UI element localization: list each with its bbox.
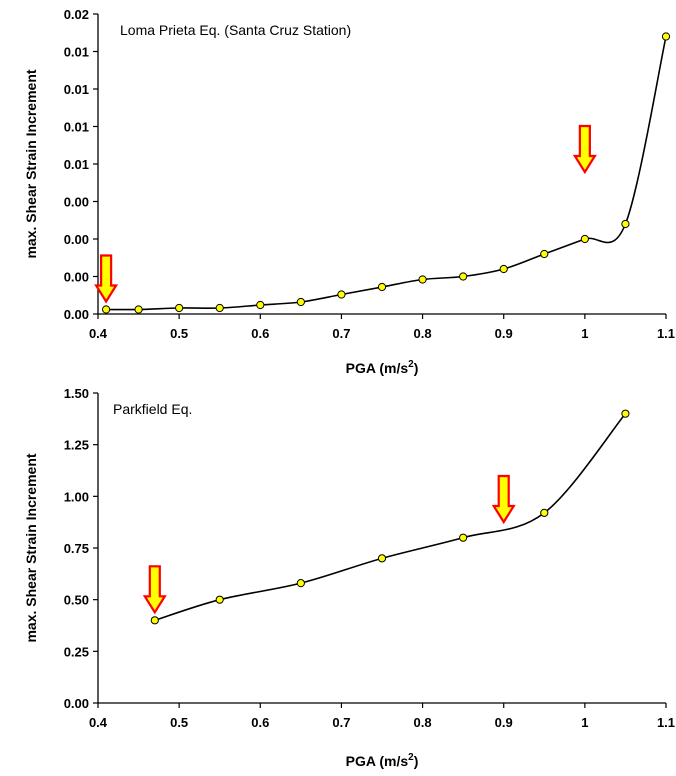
y-tick-label: 0.25	[64, 644, 89, 659]
y-tick-label: 0.00	[64, 232, 89, 247]
x-tick-label: 1.1	[657, 326, 675, 341]
x-tick-label: 0.5	[170, 715, 188, 730]
data-point	[580, 234, 589, 244]
data-point	[377, 554, 387, 563]
y-tick-label: 1.25	[64, 438, 89, 453]
series-line	[154, 413, 627, 622]
x-tick-label: 0.7	[332, 326, 350, 341]
chart-2: 0.00 0.25 0.50 0.75 1.00 1.25 1.50 0.4 0.5 0.6 0.7…	[23, 386, 675, 769]
y-axis-title: max. Shear Strain Increment	[23, 453, 39, 642]
data-point	[418, 275, 427, 284]
y-tick-label: 0.01	[64, 120, 89, 135]
down-arrow-icon	[491, 474, 516, 525]
x-tick-label: 1	[581, 326, 588, 341]
data-point	[661, 32, 671, 41]
x-tick-label: 0.8	[414, 715, 432, 730]
data-point	[102, 305, 111, 314]
data-point	[377, 282, 387, 292]
y-tick-label: 0.50	[64, 593, 89, 608]
data-point	[296, 297, 305, 307]
x-tick-label: 0.9	[495, 715, 513, 730]
data-point	[337, 290, 346, 299]
down-arrow-icon	[142, 565, 167, 615]
y-tick-label: 0.01	[64, 82, 89, 97]
x-axis-title: PGA (m/s2)	[346, 359, 419, 376]
data-point	[459, 533, 468, 542]
y-tick-label: 0.00	[64, 307, 89, 322]
data-point	[175, 303, 184, 313]
data-point	[215, 595, 224, 604]
x-tick-label: 0.6	[251, 715, 269, 730]
x-tick-label: 0.4	[89, 326, 108, 341]
y-tick-label: 0.02	[64, 7, 89, 22]
data-point	[459, 272, 468, 281]
series-line	[106, 36, 667, 311]
data-point	[134, 305, 143, 314]
y-tick-label: 0.00	[64, 696, 89, 711]
data-point	[150, 616, 159, 625]
data-point	[296, 579, 305, 588]
data-point	[540, 249, 549, 259]
y-tick-label: 1.50	[64, 386, 89, 401]
y-tick-label: 0.01	[64, 45, 89, 60]
x-axis-title: PGA (m/s2)	[346, 752, 419, 769]
x-tick-label: 0.7	[332, 715, 350, 730]
chart-1: 0.00 0.00 0.00 0.00 0.01 0.01 0.01 0.01 0.02 0.4 0…	[23, 7, 675, 376]
down-arrow-icon	[572, 124, 597, 175]
data-point	[621, 219, 630, 229]
y-tick-label: 0.00	[64, 195, 89, 210]
data-point	[621, 409, 630, 418]
y-tick-label: 0.75	[64, 541, 89, 556]
y-tick-label: 0.01	[64, 157, 89, 172]
x-tick-label: 0.5	[170, 326, 188, 341]
chart-annotation: Loma Prieta Eq. (Santa Cruz Station)	[120, 22, 351, 38]
x-tick-label: 1	[581, 715, 588, 730]
down-arrow-icon	[94, 254, 119, 304]
x-tick-label: 0.8	[414, 326, 432, 341]
x-tick-label: 0.6	[251, 326, 269, 341]
data-point	[215, 303, 224, 313]
data-point	[256, 300, 265, 310]
x-tick-label: 0.4	[89, 715, 108, 730]
y-tick-label: 1.00	[64, 489, 89, 504]
data-point	[540, 508, 549, 517]
x-tick-label: 1.1	[657, 715, 675, 730]
y-tick-label: 0.00	[64, 270, 89, 285]
chart-annotation: Parkfield Eq.	[113, 401, 192, 417]
y-axis-title: max. Shear Strain Increment	[23, 69, 39, 258]
data-point	[499, 264, 508, 274]
x-tick-label: 0.9	[495, 326, 513, 341]
